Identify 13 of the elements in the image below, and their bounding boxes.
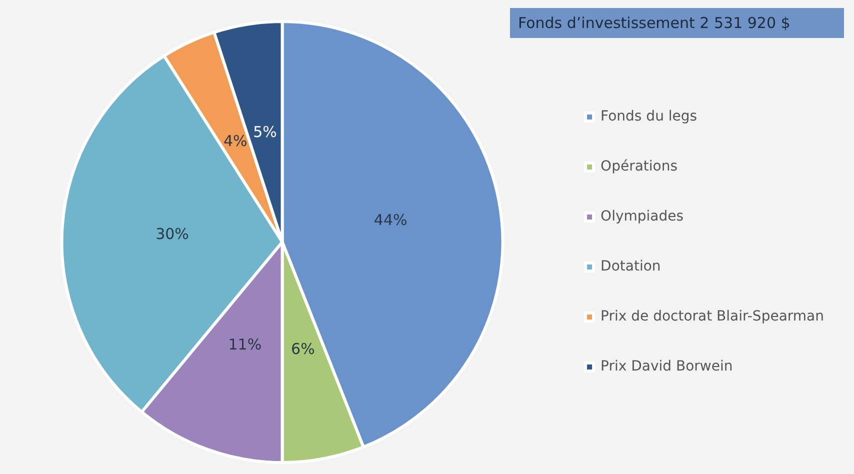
legend-label: Fonds du legs	[600, 108, 698, 125]
data-label: 5%	[253, 123, 277, 141]
legend-label: Prix David Borwein	[600, 358, 733, 375]
legend-label: Prix de doctorat Blair-Spearman	[600, 308, 824, 325]
legend-label: Dotation	[600, 258, 661, 275]
legend-label: Olympiades	[600, 208, 684, 225]
data-label: 6%	[291, 340, 315, 358]
data-label: 4%	[223, 132, 248, 150]
data-label: 11%	[228, 336, 262, 354]
data-label: 30%	[156, 224, 189, 243]
data-label: 44%	[374, 211, 408, 230]
legend-label: Opérations	[600, 158, 678, 175]
chart-title: Fonds d’investissement 2 531 920 $	[510, 8, 844, 38]
